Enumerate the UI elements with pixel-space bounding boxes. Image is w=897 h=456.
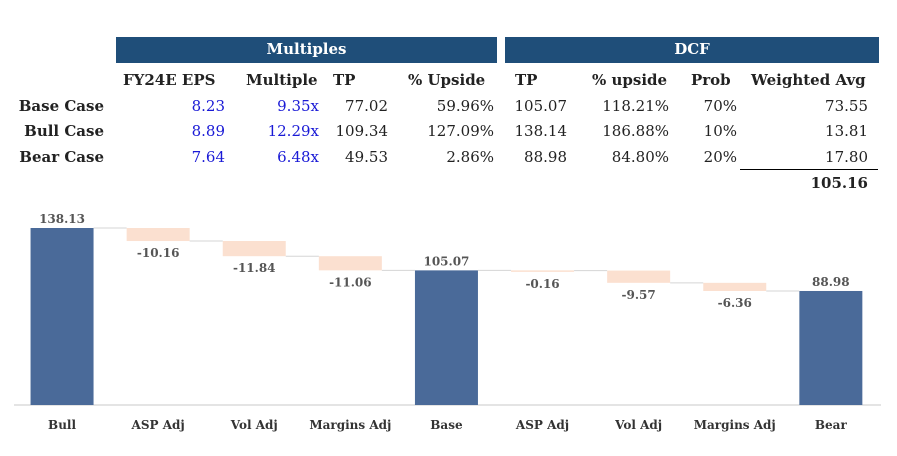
data-label: -10.16 <box>137 246 180 260</box>
bar-total <box>799 290 863 405</box>
base-multiple: 9.35x <box>277 97 319 115</box>
bar-delta <box>703 282 767 291</box>
data-label: -11.06 <box>329 275 372 289</box>
category-label: Margins Adj <box>694 418 776 432</box>
bar-delta <box>222 241 286 257</box>
base-prob: 70% <box>703 97 737 115</box>
bear-prob: 20% <box>703 148 737 166</box>
category-label: Vol Adj <box>230 418 278 432</box>
row-label-base: Base Case <box>18 97 104 115</box>
base-weighted-avg: 73.55 <box>825 97 868 115</box>
col-upside-multiples: % Upside <box>408 71 486 89</box>
multiples-header: Multiples <box>116 37 497 63</box>
category-label: ASP Adj <box>515 418 569 432</box>
data-label: -0.16 <box>525 277 559 291</box>
bull-tp-multiples: 109.34 <box>335 122 389 140</box>
bear-tp-multiples: 49.53 <box>345 148 388 166</box>
category-label: Base <box>430 418 463 432</box>
base-tp-dcf: 105.07 <box>514 97 568 115</box>
bar-total <box>30 228 94 405</box>
weighted-avg-total: 105.16 <box>810 174 868 192</box>
col-multiple: Multiple <box>246 71 318 89</box>
bar-delta <box>318 256 382 271</box>
base-eps: 8.23 <box>191 97 225 115</box>
col-tp-multiples: TP <box>333 71 356 89</box>
category-label: ASP Adj <box>131 418 185 432</box>
data-label: -11.84 <box>233 261 276 275</box>
category-label: Vol Adj <box>614 418 662 432</box>
bear-multiple: 6.48x <box>277 148 319 166</box>
bull-upside-dcf: 186.88% <box>602 122 669 140</box>
data-label: 105.07 <box>423 254 469 268</box>
bull-multiple: 12.29x <box>267 122 319 140</box>
col-weighted-avg: Weighted Avg <box>751 71 866 89</box>
bar-delta <box>511 270 575 272</box>
weighted-avg-sum-rule <box>740 169 878 170</box>
bear-tp-dcf: 88.98 <box>524 148 567 166</box>
bull-prob: 10% <box>703 122 737 140</box>
col-prob: Prob <box>691 71 731 89</box>
row-label-bull: Bull Case <box>24 122 104 140</box>
col-eps: FY24E EPS <box>123 71 216 89</box>
category-label: Margins Adj <box>309 418 391 432</box>
bull-tp-dcf: 138.14 <box>514 122 568 140</box>
base-upside-dcf: 118.21% <box>602 97 669 115</box>
base-tp-multiples: 77.02 <box>345 97 388 115</box>
bull-upside-multiples: 127.09% <box>427 122 494 140</box>
bear-upside-multiples: 2.86% <box>446 148 494 166</box>
bear-eps: 7.64 <box>191 148 225 166</box>
category-label: Bull <box>48 418 76 432</box>
data-label: -9.57 <box>622 288 656 302</box>
dcf-header-label: DCF <box>674 40 710 58</box>
bar-total <box>414 270 478 405</box>
bar-delta <box>607 270 671 283</box>
bull-eps: 8.89 <box>191 122 225 140</box>
col-tp-dcf: TP <box>515 71 538 89</box>
data-label: -6.36 <box>718 296 752 310</box>
bear-upside-dcf: 84.80% <box>611 148 669 166</box>
col-upside-dcf: % upside <box>592 71 668 89</box>
data-label: 138.13 <box>39 212 85 226</box>
category-label: Bear <box>815 418 848 432</box>
bar-delta <box>126 228 190 242</box>
base-upside-multiples: 59.96% <box>436 97 494 115</box>
multiples-header-label: Multiples <box>266 40 347 58</box>
data-label: 88.98 <box>812 275 850 289</box>
waterfall-chart: 138.13 Bull -10.16 ASP Adj -11.84 Vol Adj -11.… <box>14 212 881 432</box>
bull-weighted-avg: 13.81 <box>825 122 868 140</box>
row-label-bear: Bear Case <box>19 148 104 166</box>
bear-weighted-avg: 17.80 <box>825 148 868 166</box>
dcf-header: DCF <box>505 37 879 63</box>
